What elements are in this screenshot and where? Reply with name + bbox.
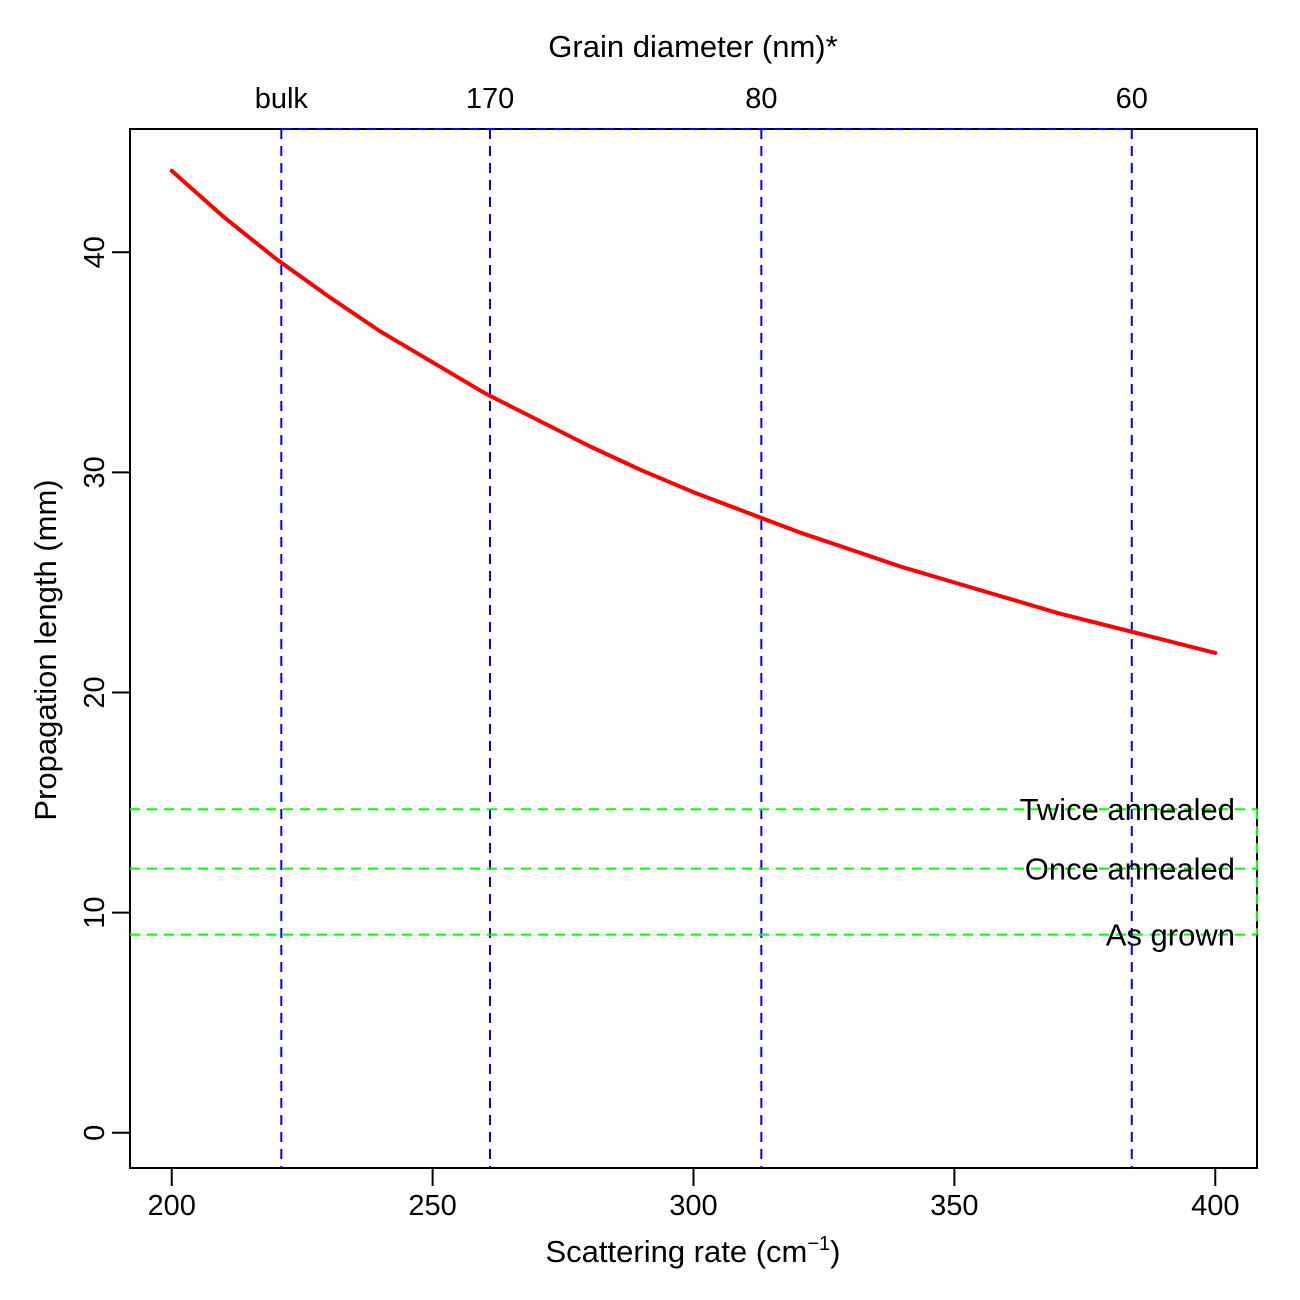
x-axis-title-end: ) — [830, 1234, 840, 1269]
x-tick-label: 250 — [408, 1190, 456, 1222]
plot-frame — [129, 128, 1258, 1169]
reference-lines — [130, 128, 1258, 1168]
plot-area — [129, 128, 1258, 1169]
x-tick-label: 400 — [1191, 1190, 1239, 1222]
y-tick-label: 30 — [79, 456, 111, 488]
y-axis-title: Propagation length (mm) — [28, 479, 63, 820]
x-axis-title-main: Scattering rate (cm — [545, 1234, 807, 1269]
series-layer — [169, 168, 1218, 655]
annealing-label: Once annealed — [1025, 852, 1235, 887]
top-tick-label: bulk — [255, 83, 309, 115]
x-axis-title: Scattering rate (cm−1) — [545, 1233, 840, 1269]
x-tick-label: 300 — [669, 1190, 717, 1222]
top-tick-label: 60 — [1116, 83, 1148, 115]
y-tick-label: 20 — [79, 676, 111, 708]
top-tick-label: 80 — [745, 83, 777, 115]
axes: bulk 170 80 60 Twice annealed Once annealed As… — [79, 83, 1239, 1222]
top-tick-label: 170 — [466, 83, 514, 115]
x-tick-label: 350 — [930, 1190, 978, 1222]
top-axis-title: Grain diameter (nm)* — [548, 29, 837, 64]
x-axis-title-sup: −1 — [807, 1233, 830, 1255]
series-line — [169, 168, 1218, 655]
x-tick-label: 200 — [148, 1190, 196, 1222]
annealing-label: As grown — [1106, 918, 1235, 953]
y-tick-label: 10 — [79, 897, 111, 929]
y-tick-label: 0 — [79, 1125, 111, 1141]
annealing-label: Twice annealed — [1020, 792, 1235, 827]
y-tick-label: 40 — [79, 236, 111, 268]
